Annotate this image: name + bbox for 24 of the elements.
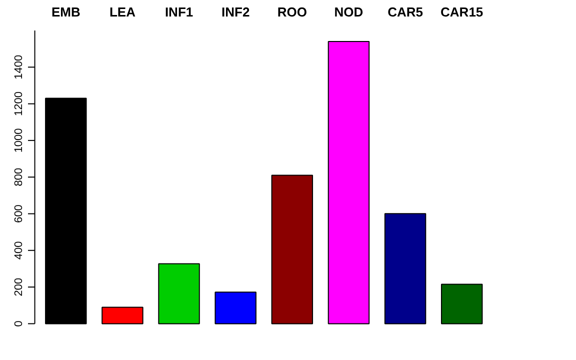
bar [328,40,370,324]
bar [384,213,426,324]
x-tick-label: CAR5 [388,4,423,20]
y-tick-label: 1000 [12,128,25,153]
x-tick-label: INF1 [164,4,194,20]
x-tick-label: LEA [109,4,136,20]
bar [271,174,314,324]
x-tick-label: NOD [334,4,364,20]
bar [45,98,87,324]
x-tick-label: EMB [51,4,80,20]
y-tick-label: 200 [12,278,25,296]
x-tick-label: CAR15 [440,4,484,20]
bar [440,284,483,324]
bar [214,292,256,324]
bar [102,306,144,324]
y-tick-label: 800 [12,168,25,186]
x-tick-label: INF2 [222,4,250,20]
y-tick-label: 600 [12,204,25,223]
y-tick-label: 0 [12,320,25,327]
y-tick-label: 400 [12,241,25,260]
y-tick-label: 1400 [12,54,25,80]
y-tick-label: 1200 [12,92,25,116]
x-tick-label: ROO [277,4,307,20]
bar [158,263,200,324]
